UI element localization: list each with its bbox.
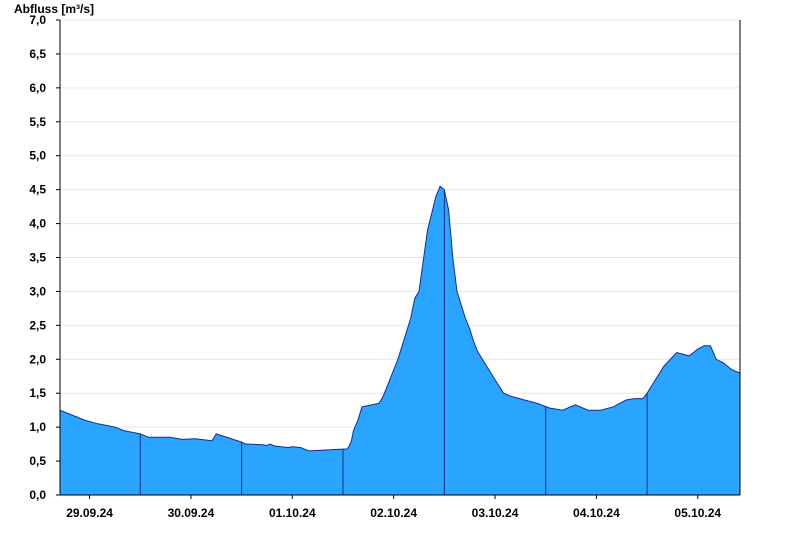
y-tick-label: 7,0 bbox=[29, 13, 46, 27]
y-tick-label: 2,5 bbox=[29, 318, 46, 332]
discharge-line bbox=[59, 185, 741, 452]
y-axis-label: Abfluss [m³/s] bbox=[14, 2, 94, 16]
x-tick-label: 03.10.24 bbox=[472, 506, 519, 520]
y-tick-label: 6,5 bbox=[29, 47, 46, 61]
y-tick-label: 3,5 bbox=[29, 251, 46, 265]
x-tick-label: 02.10.24 bbox=[370, 506, 417, 520]
x-tick-label: 30.09.24 bbox=[168, 506, 215, 520]
y-tick-label: 4,0 bbox=[29, 217, 46, 231]
day-separators bbox=[139, 189, 648, 495]
discharge-area bbox=[60, 186, 740, 496]
y-tick-label: 1,0 bbox=[29, 420, 46, 434]
y-tick-label: 0,5 bbox=[29, 454, 46, 468]
y-tick-label: 1,5 bbox=[29, 386, 46, 400]
y-tick-label: 5,0 bbox=[29, 149, 46, 163]
data-area-layer bbox=[59, 185, 741, 496]
x-ticks: 29.09.24 30.09.24 01.10.24 02.10.24 03.10.24… bbox=[66, 495, 721, 520]
y-tick-label: 3,0 bbox=[29, 284, 46, 298]
y-tick-label: 0,0 bbox=[29, 488, 46, 502]
y-ticks: 0,0 0,5 1,0 1,5 2,0 2,5 3,0 3,5 4,0 4,5 5,0 5,5 6,0 6… bbox=[29, 13, 60, 502]
y-tick-label: 4,5 bbox=[29, 183, 46, 197]
x-tick-label: 05.10.24 bbox=[674, 506, 721, 520]
y-tick-label: 5,5 bbox=[29, 115, 46, 129]
grid bbox=[60, 19, 740, 462]
x-tick-label: 04.10.24 bbox=[573, 506, 620, 520]
x-tick-label: 01.10.24 bbox=[269, 506, 316, 520]
x-tick-label: 29.09.24 bbox=[66, 506, 113, 520]
y-tick-label: 2,0 bbox=[29, 352, 46, 366]
y-tick-label: 6,0 bbox=[29, 81, 46, 95]
